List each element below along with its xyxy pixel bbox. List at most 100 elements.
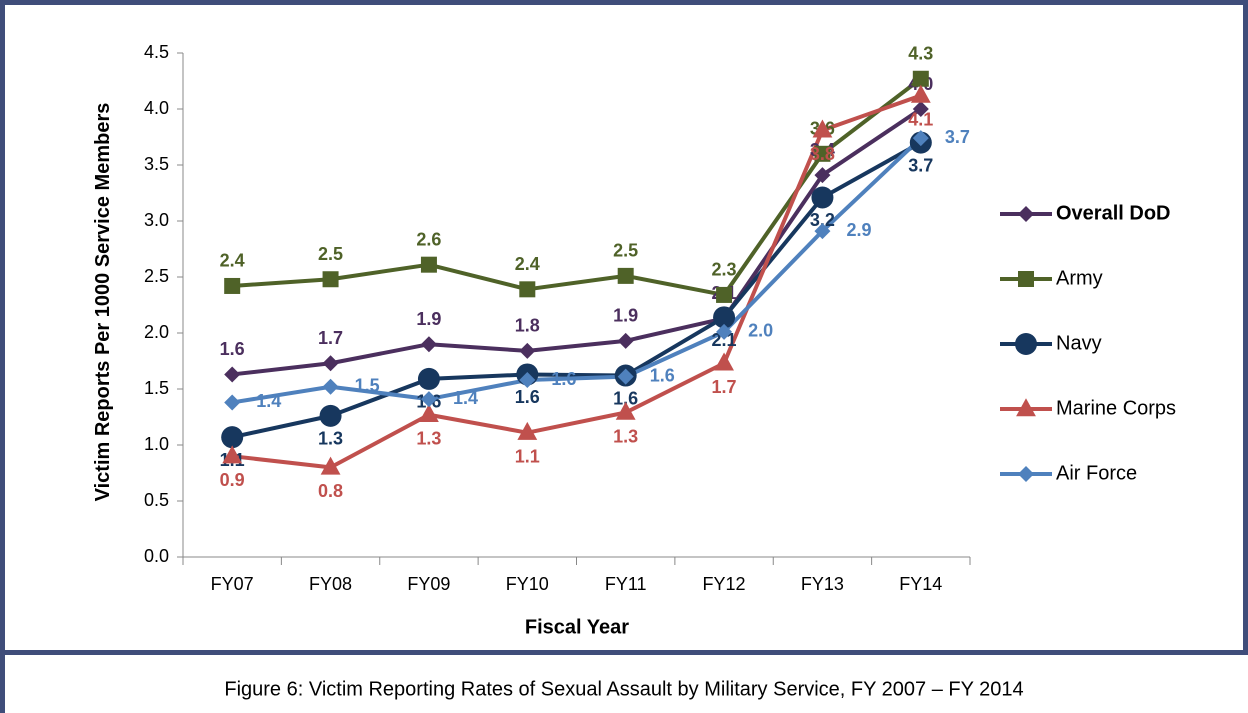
series-line (231, 140, 922, 440)
marker (910, 84, 931, 103)
legend-label: Marine Corps (1056, 397, 1176, 419)
series-line (231, 136, 923, 405)
marker (517, 421, 538, 440)
legend-label: Overall DoD (1056, 202, 1170, 224)
marker (716, 286, 733, 303)
frame (0, 0, 5, 713)
frame (0, 650, 1248, 655)
series-line (232, 77, 923, 297)
data-label: 2.4 (220, 251, 245, 271)
data-label: 2.6 (416, 229, 441, 249)
data-label: 1.4 (256, 391, 281, 411)
marker (224, 394, 241, 411)
data-label: 0.8 (318, 481, 343, 501)
data-label: 1.7 (318, 328, 343, 348)
marker (1015, 333, 1037, 355)
data-label: 3.2 (810, 210, 835, 230)
x-tick-label: FY11 (605, 574, 647, 594)
data-label: 2.5 (613, 241, 638, 261)
marker (912, 101, 929, 117)
x-axis-title: Fiscal Year (525, 616, 629, 638)
data-label: 0.9 (220, 470, 245, 490)
x-tick-label: FY13 (801, 574, 844, 594)
marker (812, 119, 833, 138)
data-label: 1.8 (515, 316, 540, 336)
marker (1018, 206, 1034, 222)
marker (420, 391, 437, 408)
marker (1018, 466, 1034, 482)
data-label: 4.3 (908, 44, 933, 64)
y-tick-label: 0.5 (144, 490, 169, 510)
y-axis-title: Victim Reports Per 1000 Service Members (92, 102, 114, 502)
marker (814, 223, 831, 240)
marker (814, 145, 831, 162)
marker (320, 456, 341, 475)
marker (716, 323, 733, 340)
marker (322, 378, 339, 395)
marker (519, 372, 536, 389)
data-label: 1.3 (416, 429, 441, 449)
caption: Figure 6: Victim Reporting Rates of Sexu… (224, 678, 1023, 700)
data-label: 2.4 (515, 254, 540, 274)
marker (224, 277, 241, 294)
data-label: 1.6 (515, 387, 540, 407)
marker (221, 426, 244, 449)
x-tick-label: FY09 (407, 574, 450, 594)
marker (322, 355, 339, 372)
marker (912, 70, 929, 87)
marker (1016, 398, 1036, 417)
y-tick-label: 0.0 (144, 546, 169, 566)
data-label: 1.9 (416, 309, 441, 329)
y-tick-label: 1.5 (144, 378, 169, 398)
marker (419, 403, 439, 422)
marker (615, 401, 636, 420)
marker (713, 306, 736, 329)
legend-label: Air Force (1056, 462, 1137, 484)
frame (0, 0, 1248, 5)
x-tick-label: FY10 (506, 574, 549, 594)
series-line (231, 107, 922, 377)
marker (811, 186, 834, 209)
marker (617, 267, 634, 284)
data-label: 1.3 (318, 429, 343, 449)
marker (420, 336, 437, 353)
y-tick-label: 4.0 (144, 98, 169, 118)
marker (617, 368, 634, 385)
marker (814, 167, 831, 184)
x-tick-label: FY14 (899, 574, 942, 594)
data-label: 1.1 (515, 446, 540, 466)
data-label: 2.1 (712, 330, 737, 350)
x-tick-label: FY07 (211, 574, 254, 594)
data-label: 2.9 (846, 220, 871, 240)
y-tick-label: 2.5 (144, 266, 169, 286)
data-label: 3.7 (908, 155, 933, 175)
data-label: 2.0 (748, 321, 773, 341)
y-tick-label: 2.0 (144, 322, 169, 342)
data-label: 1.4 (453, 388, 478, 408)
data-label: 1.7 (712, 377, 737, 397)
data-label: 1.6 (613, 388, 638, 408)
data-label: 1.6 (650, 365, 675, 385)
marker (420, 256, 437, 273)
data-label: 1.6 (220, 339, 245, 359)
marker (1018, 271, 1034, 287)
legend-label: Navy (1056, 332, 1102, 354)
marker (319, 404, 342, 427)
data-label: 1.9 (613, 306, 638, 326)
data-label: 3.8 (810, 144, 835, 164)
data-label: 1.5 (355, 376, 380, 396)
marker (322, 271, 339, 288)
legend-label: Army (1056, 267, 1103, 289)
series-line (231, 93, 922, 470)
data-label: 3.7 (945, 127, 970, 147)
data-label: 2.3 (712, 260, 737, 280)
y-tick-label: 3.5 (144, 154, 169, 174)
data-label: 1.3 (613, 426, 638, 446)
x-tick-label: FY08 (309, 574, 352, 594)
marker (617, 332, 634, 349)
marker (519, 281, 536, 298)
data-label: 4.1 (908, 109, 933, 129)
frame (1243, 0, 1248, 655)
